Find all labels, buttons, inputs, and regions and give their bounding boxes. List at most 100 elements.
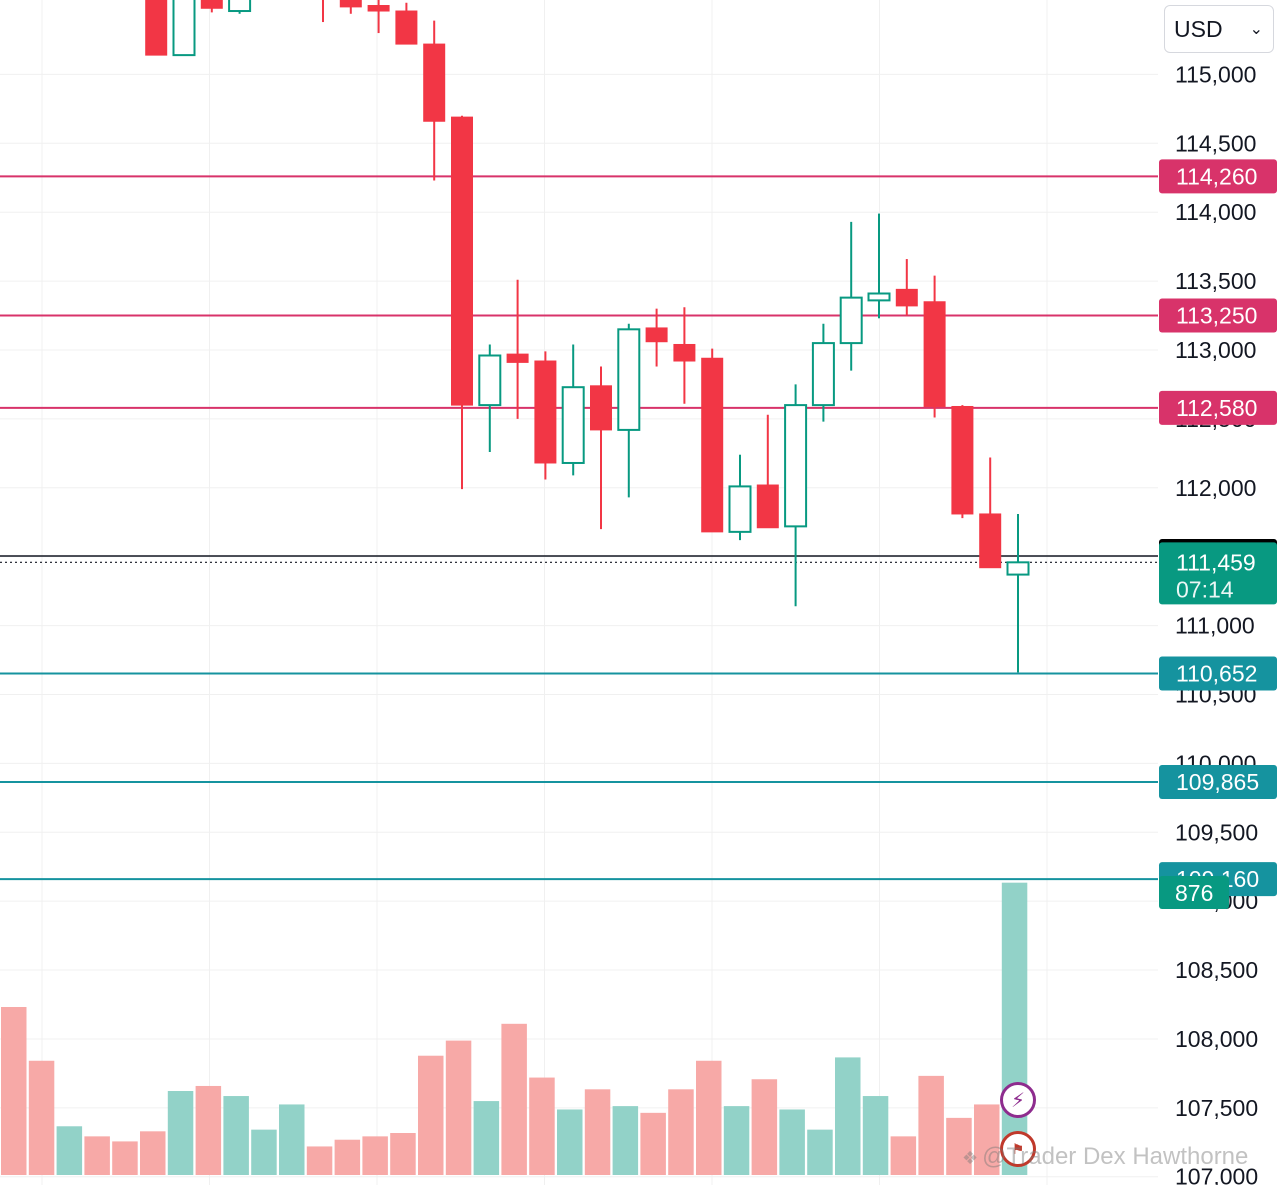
- candle[interactable]: [534, 351, 557, 480]
- price-tick-label: 108,500: [1175, 957, 1258, 983]
- volume-bar: [418, 1055, 444, 1175]
- volume-bar: [1001, 882, 1028, 1175]
- volume-bar: [56, 1126, 83, 1175]
- volume-tag: 876: [1159, 876, 1229, 909]
- volume-bar: [640, 1112, 666, 1175]
- candle-body: [228, 0, 252, 13]
- level-tag[interactable]: 112,580: [1159, 390, 1277, 425]
- price-axis: 115,000 114,500 114,000 113,500 113,000 112,5…: [1175, 61, 1258, 1185]
- price-tick-label: 107,500: [1175, 1095, 1258, 1121]
- candle-body: [339, 0, 362, 8]
- candle[interactable]: [1006, 513, 1030, 673]
- candle[interactable]: [645, 308, 668, 367]
- candle[interactable]: [478, 344, 502, 452]
- level-tag[interactable]: 114,260: [1159, 159, 1277, 194]
- currency-select-value: USD: [1174, 15, 1223, 42]
- candle-body: [923, 301, 946, 407]
- candle[interactable]: [756, 414, 779, 529]
- level-tag-bg: [1159, 764, 1277, 799]
- grid: [0, 0, 1158, 1185]
- level-tag-text: 112,580: [1176, 395, 1257, 421]
- candle[interactable]: [784, 384, 808, 607]
- candle[interactable]: [367, 0, 390, 34]
- price-tick-label: 113,000: [1175, 337, 1256, 363]
- candle[interactable]: [979, 457, 1002, 569]
- candle[interactable]: [673, 307, 696, 404]
- volume-bar: [946, 1117, 972, 1175]
- price-tick-label: 114,000: [1175, 199, 1256, 225]
- candle-body: [784, 404, 808, 528]
- candle-body: [478, 354, 502, 407]
- price-tick-label: 111,000: [1175, 613, 1255, 639]
- level-tag-text: 114,260: [1176, 163, 1257, 189]
- candle[interactable]: [839, 221, 863, 371]
- level-tag[interactable]: 110,652: [1159, 656, 1277, 691]
- volume-bar: [529, 1077, 555, 1175]
- candle-body: [839, 296, 863, 345]
- candle[interactable]: [313, 0, 334, 23]
- volume-bar: [890, 1136, 917, 1175]
- volume-bar: [223, 1096, 249, 1175]
- volume-bar: [835, 1057, 861, 1175]
- candle[interactable]: [923, 275, 946, 418]
- price-tick-label: 112,000: [1175, 475, 1256, 501]
- candle[interactable]: [728, 454, 752, 541]
- price-tick-label: 114,500: [1175, 130, 1256, 156]
- candle[interactable]: [506, 279, 529, 419]
- candle[interactable]: [590, 366, 612, 530]
- level-tag-bg: [1159, 390, 1277, 425]
- candle-body: [451, 116, 473, 406]
- candle-body: [979, 513, 1002, 569]
- volume-bar: [862, 1096, 889, 1175]
- candle[interactable]: [228, 0, 252, 14]
- candle[interactable]: [701, 348, 724, 533]
- countdown-text: 07:14: [1176, 576, 1234, 602]
- us-flag-icon[interactable]: ⚑: [1000, 1131, 1036, 1167]
- candles: [145, 0, 1030, 673]
- candle-body: [645, 327, 668, 343]
- candle-body: [1006, 561, 1030, 576]
- candle-body: [145, 0, 168, 56]
- candle-body: [423, 43, 446, 122]
- currency-select[interactable]: USD ⌄: [1164, 5, 1274, 53]
- candle-body: [617, 328, 641, 431]
- volume-bar: [167, 1091, 194, 1175]
- candle[interactable]: [423, 20, 446, 181]
- level-tag[interactable]: 113,250: [1159, 298, 1277, 333]
- candle[interactable]: [811, 323, 835, 422]
- candle[interactable]: [617, 323, 641, 498]
- volume-bar: [612, 1106, 639, 1175]
- candle[interactable]: [895, 259, 918, 316]
- last-price-text: 111,459: [1176, 549, 1256, 575]
- price-tick-label: 108,000: [1175, 1026, 1258, 1052]
- price-tick-label: 107,000: [1175, 1164, 1258, 1185]
- candle[interactable]: [451, 115, 473, 490]
- level-tag-bg: [1159, 159, 1277, 194]
- volume-bar: [807, 1129, 833, 1175]
- candle-body: [395, 10, 418, 45]
- volume-bars: [1, 882, 1028, 1175]
- volume-bar: [195, 1085, 222, 1175]
- candle[interactable]: [339, 0, 362, 14]
- candle[interactable]: [395, 2, 418, 45]
- candle[interactable]: [867, 213, 891, 319]
- lightning-icon[interactable]: ⚡︎: [1000, 1082, 1036, 1118]
- candle[interactable]: [951, 405, 974, 519]
- candle-body: [756, 484, 779, 529]
- candle[interactable]: [561, 344, 585, 476]
- volume-bar: [251, 1129, 277, 1175]
- candle[interactable]: [200, 0, 223, 13]
- level-tag[interactable]: 109,865: [1159, 764, 1277, 799]
- price-tags: 114,260113,250112,580110,652109,865109,1…: [1159, 159, 1277, 909]
- volume-bar: [28, 1060, 55, 1175]
- level-tag-bg: [1159, 298, 1277, 333]
- candle-body: [590, 385, 612, 431]
- volume-bar: [501, 1023, 527, 1175]
- price-tick-label: 109,500: [1175, 819, 1258, 845]
- candle[interactable]: [172, 0, 196, 57]
- volume-bar: [140, 1131, 166, 1175]
- candle[interactable]: [145, 0, 168, 56]
